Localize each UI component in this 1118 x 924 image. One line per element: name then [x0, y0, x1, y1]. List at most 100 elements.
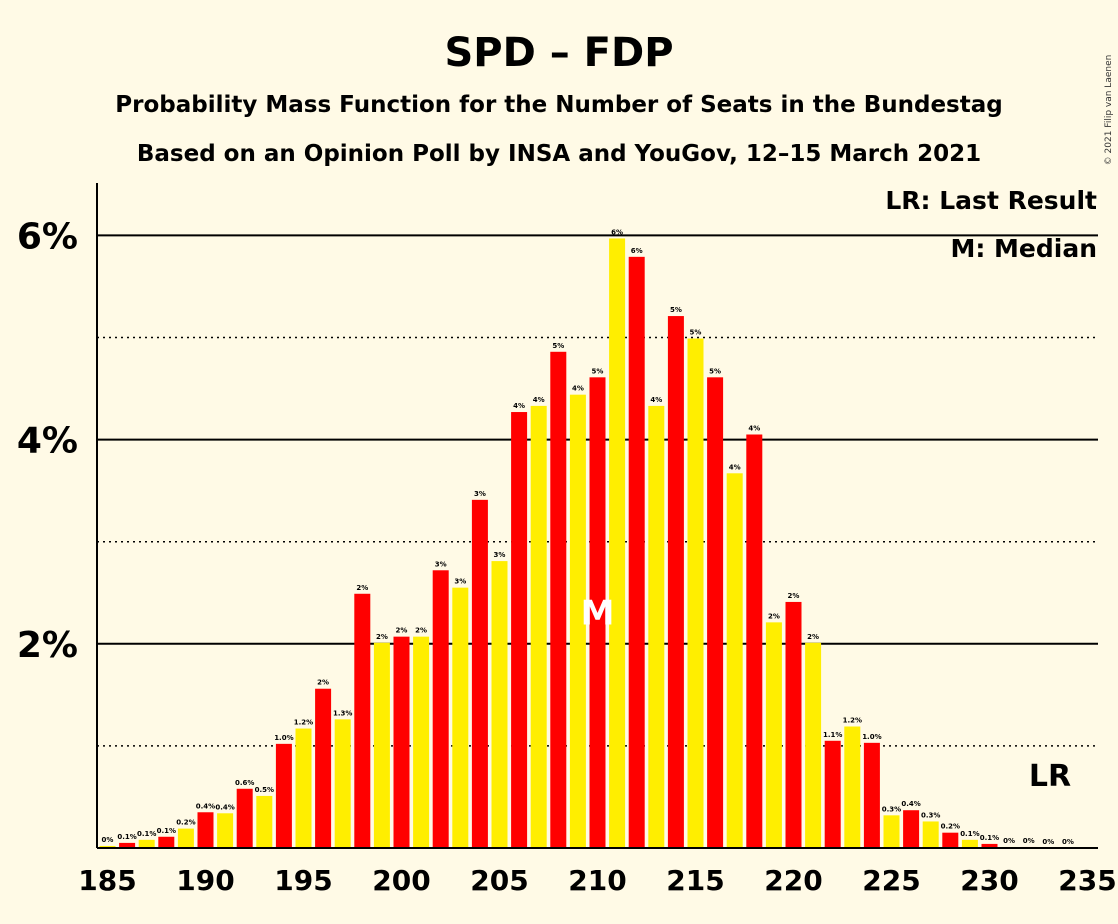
last-result-marker: LR [1029, 759, 1071, 794]
bar-label-198: 2% [356, 584, 368, 592]
bar-204 [471, 499, 488, 848]
x-tick-label: 210 [568, 864, 626, 897]
x-tick-label: 185 [78, 864, 136, 897]
x-tick-label: 235 [1058, 864, 1116, 897]
bar-196 [315, 688, 332, 848]
chart-title: SPD – FDP [444, 30, 673, 76]
y-tick-label: 2% [17, 625, 78, 666]
bar-label-228: 0.2% [941, 823, 960, 831]
copyright-notice: © 2021 Filip van Laenen [1104, 55, 1114, 166]
bar-value-labels: 0% 0.1% 0.1% 0.1%0.2%0.4% 0.4%0.6%0.5%1.0%1.… [102, 228, 1074, 846]
bar-label-191: 0.4% [215, 803, 234, 811]
bar-label-196: 2% [317, 679, 329, 687]
bar-label-214: 5% [670, 306, 682, 314]
bar-label-206: 4% [513, 402, 525, 410]
bar-212 [628, 256, 645, 848]
x-tick-label: 230 [960, 864, 1018, 897]
bar-label-201: 2% [415, 627, 427, 635]
bar-label-219: 2% [768, 612, 780, 620]
bar-192 [236, 788, 253, 848]
bar-label-210: 5% [592, 367, 604, 375]
bar-label-217: 4% [729, 463, 741, 471]
bar-label-224: 1.0% [862, 733, 881, 741]
x-tick-label: 220 [764, 864, 822, 897]
bar-label-223: 1.2% [843, 717, 862, 725]
bar-186 [119, 842, 136, 848]
bar-label-234: 0% [1062, 838, 1074, 846]
bar-label-213: 4% [650, 396, 662, 404]
bar-227 [922, 821, 939, 848]
y-axis-ticks: 2% 4% 6% [17, 216, 78, 665]
bar-216 [707, 377, 724, 848]
bar-203 [452, 587, 469, 848]
bar-label-202: 3% [435, 560, 447, 568]
bars [99, 238, 1037, 849]
bar-label-197: 1.3% [333, 709, 352, 717]
bar-197 [334, 719, 351, 848]
bar-201 [413, 636, 430, 848]
bar-188 [158, 836, 175, 848]
bar-208 [550, 351, 567, 848]
bar-218 [746, 434, 763, 848]
bar-221 [805, 642, 822, 848]
chart-subtitle-2: Based on an Opinion Poll by INSA and You… [137, 141, 981, 167]
y-tick-label: 6% [17, 216, 78, 257]
legend-last-result: LR: Last Result [885, 186, 1097, 215]
x-tick-label: 195 [274, 864, 332, 897]
bar-label-209: 4% [572, 385, 584, 393]
bar-label-222: 1.1% [823, 731, 842, 739]
x-tick-label: 225 [862, 864, 920, 897]
bar-label-211: 6% [611, 228, 623, 236]
bar-211 [609, 238, 626, 848]
bar-225 [883, 815, 900, 848]
bar-222 [824, 740, 841, 848]
bar-207 [530, 405, 547, 848]
x-tick-label: 200 [372, 864, 430, 897]
y-tick-label: 4% [17, 421, 78, 462]
bar-label-203: 3% [454, 578, 466, 586]
bar-229 [961, 839, 978, 848]
bar-label-232: 0% [1023, 837, 1035, 845]
bar-223 [844, 726, 861, 848]
bar-label-221: 2% [807, 633, 819, 641]
bar-194 [275, 743, 292, 848]
bar-205 [491, 561, 508, 848]
bar-label-226: 0.4% [901, 800, 920, 808]
bar-label-231: 0% [1003, 837, 1015, 845]
bar-label-227: 0.3% [921, 811, 940, 819]
bar-label-199: 2% [376, 633, 388, 641]
bar-200 [393, 636, 410, 848]
x-tick-label: 205 [470, 864, 528, 897]
bar-label-229: 0.1% [960, 830, 979, 838]
bar-214 [667, 316, 684, 849]
bar-206 [511, 412, 528, 848]
bar-213 [648, 405, 665, 848]
bar-label-204: 3% [474, 490, 486, 498]
bar-label-225: 0.3% [882, 805, 901, 813]
bar-219 [765, 622, 782, 848]
bar-label-193: 0.5% [255, 786, 274, 794]
bar-210 [589, 377, 606, 848]
bar-191 [217, 813, 234, 848]
bar-label-207: 4% [533, 396, 545, 404]
bar-label-200: 2% [396, 627, 408, 635]
bar-187 [138, 839, 155, 848]
bar-label-190: 0.4% [196, 802, 215, 810]
legend-median: M: Median [950, 234, 1097, 263]
bar-label-208: 5% [552, 342, 564, 350]
bar-215 [687, 338, 704, 848]
bar-217 [726, 473, 743, 848]
bar-label-185: 0% [102, 836, 114, 844]
bar-193 [256, 795, 273, 848]
bar-199 [373, 642, 390, 848]
x-tick-label: 190 [176, 864, 234, 897]
bar-label-194: 1.0% [274, 734, 293, 742]
bar-label-186: 0.1% [117, 833, 136, 841]
bar-label-205: 3% [494, 551, 506, 559]
bar-230 [981, 843, 998, 848]
bar-228 [942, 832, 959, 848]
bar-label-233: 0% [1042, 838, 1054, 846]
bar-198 [354, 593, 371, 848]
bar-label-212: 6% [631, 247, 643, 255]
